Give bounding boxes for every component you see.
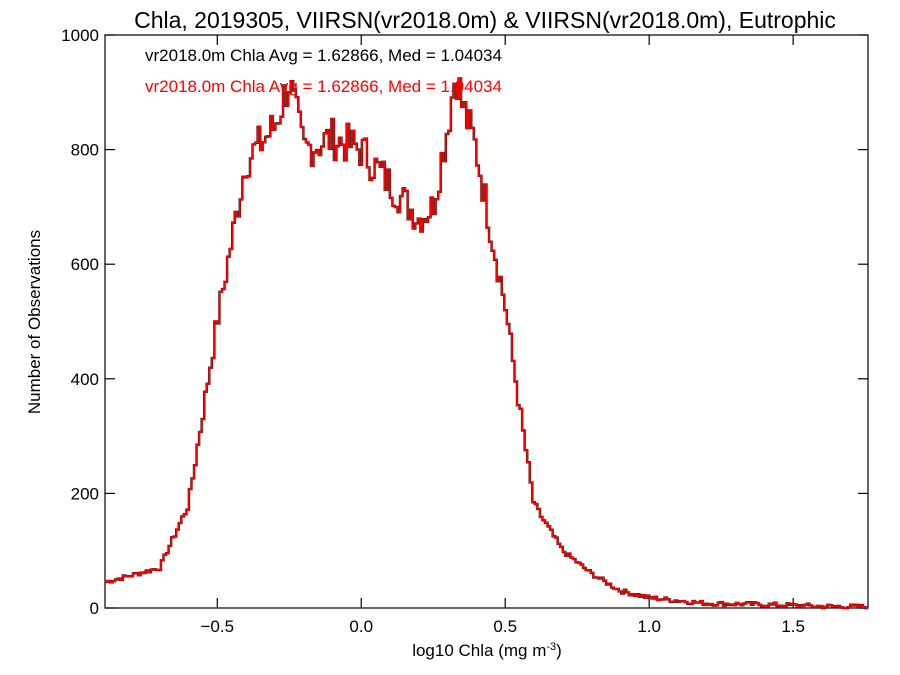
y-tick-label: 800 (71, 141, 99, 160)
y-tick-label: 1000 (61, 26, 99, 45)
y-tick-label: 200 (71, 484, 99, 503)
histogram-series-black (105, 77, 868, 610)
x-axis-label: log10 Chla (mg m-3) (412, 641, 562, 660)
y-tick-label: 400 (71, 370, 99, 389)
x-tick-label: 0.5 (493, 617, 517, 636)
chart-title: Chla, 2019305, VIIRSN(vr2018.0m) & VIIRS… (134, 7, 836, 33)
stats-annotation-black: vr2018.0m Chla Avg = 1.62866, Med = 1.04… (145, 46, 502, 65)
x-tick-label: 0.0 (349, 617, 373, 636)
x-tick-label: 1.5 (781, 617, 805, 636)
x-axis-ticks: −0.5 0.0 0.5 1.0 1.5 (201, 35, 805, 636)
series-layer (105, 77, 868, 610)
x-tick-label: 1.0 (637, 617, 661, 636)
y-tick-label: 0 (90, 599, 99, 618)
plot-frame (104, 34, 869, 609)
y-axis-label: Number of Observations (25, 230, 44, 414)
histogram-series-red (105, 77, 868, 609)
y-tick-label: 600 (71, 255, 99, 274)
y-axis-ticks: 0 200 400 600 800 1000 (61, 26, 868, 618)
x-tick-label: −0.5 (201, 617, 235, 636)
stats-annotation-red: vr2018.0m Chla Avg = 1.62866, Med = 1.04… (145, 77, 502, 96)
